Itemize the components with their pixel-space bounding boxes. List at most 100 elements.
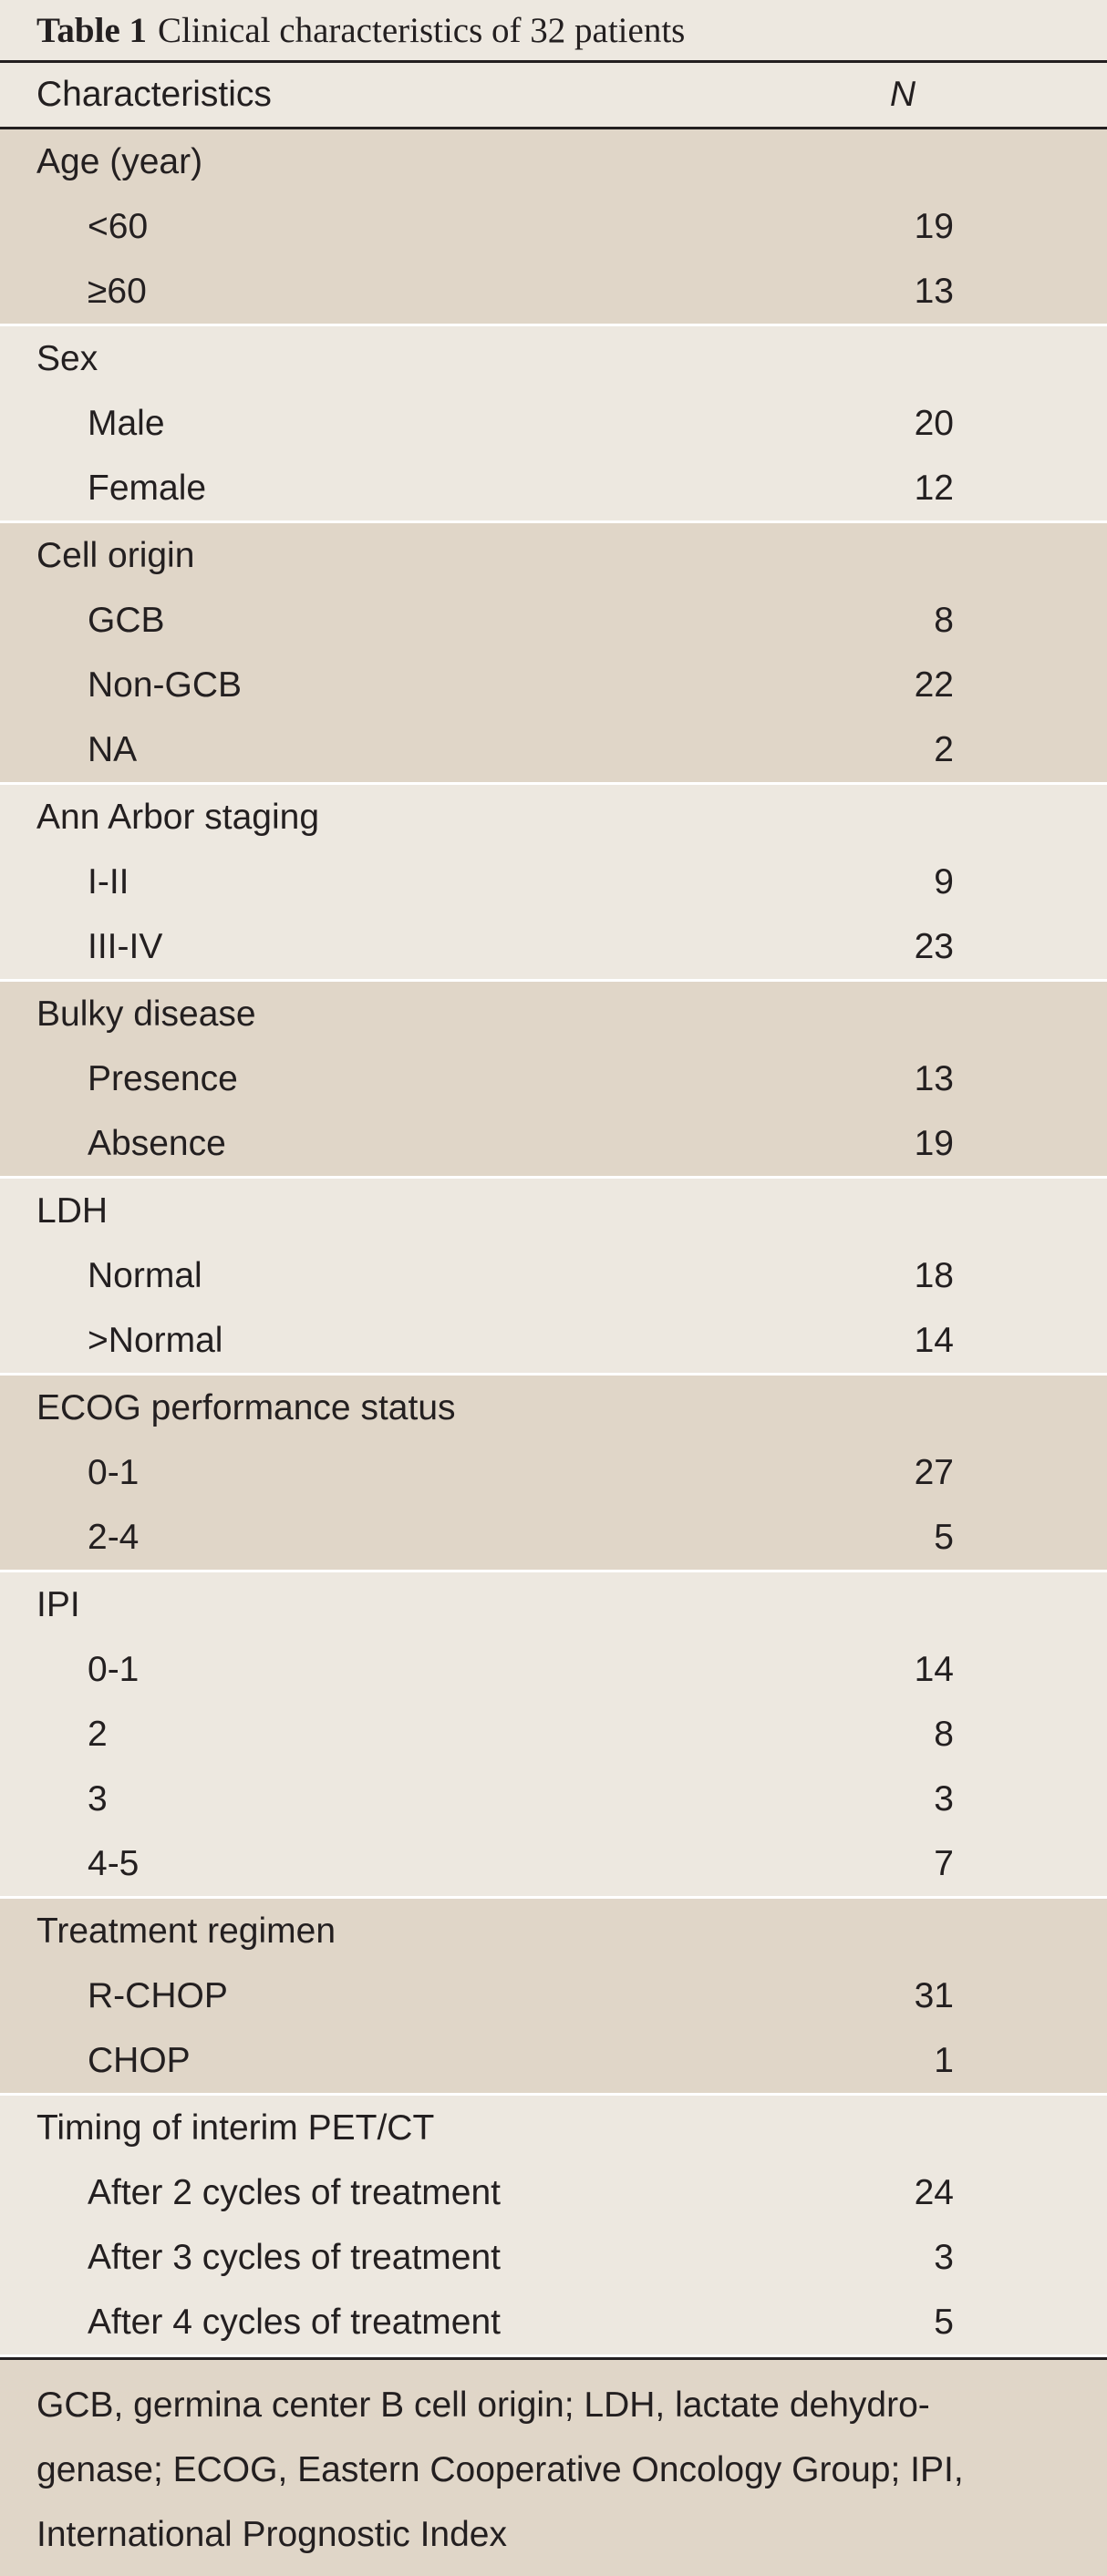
table-caption: Table 1 Clinical characteristics of 32 p… xyxy=(0,0,1107,60)
footnote-line: GCB, germina center B cell origin; LDH, … xyxy=(36,2385,930,2425)
table-row: <60 19 xyxy=(0,194,1107,259)
group-title: Sex xyxy=(36,338,98,378)
row-label: III-IV xyxy=(88,926,163,966)
header-characteristics: Characteristics xyxy=(36,75,272,114)
row-value: 3 xyxy=(934,2237,954,2277)
group-title-row: Timing of interim PET/CT xyxy=(0,2096,1107,2160)
group-title-row: Ann Arbor staging xyxy=(0,785,1107,850)
group-title-row: ECOG performance status xyxy=(0,1376,1107,1440)
group-title: Timing of interim PET/CT xyxy=(36,2107,435,2148)
row-value: 1 xyxy=(934,2040,954,2080)
table-group: LDH Normal 18 >Normal 14 xyxy=(0,1179,1107,1376)
group-title: Bulky disease xyxy=(36,994,256,1034)
table-row: Male 20 xyxy=(0,391,1107,456)
group-title-row: LDH xyxy=(0,1179,1107,1243)
row-label: Female xyxy=(88,468,207,508)
row-value: 22 xyxy=(914,665,954,705)
group-title: ECOG performance status xyxy=(36,1387,456,1427)
table-row: NA 2 xyxy=(0,717,1107,782)
row-label: 4-5 xyxy=(88,1843,140,1883)
table-group: Age (year) <60 19 ≥60 13 xyxy=(0,129,1107,326)
footnote-line: International Prognostic Index xyxy=(36,2515,507,2554)
row-value: 14 xyxy=(914,1649,954,1689)
row-label: NA xyxy=(88,729,138,769)
table-row: 4-5 7 xyxy=(0,1831,1107,1896)
row-label: GCB xyxy=(88,600,165,640)
row-value: 9 xyxy=(934,861,954,902)
row-label: After 2 cycles of treatment xyxy=(88,2172,502,2212)
row-label: 2-4 xyxy=(88,1517,140,1557)
group-title: Treatment regimen xyxy=(36,1911,336,1951)
row-value: 7 xyxy=(934,1843,954,1883)
table-row: 0-1 27 xyxy=(0,1440,1107,1505)
row-value: 5 xyxy=(934,1517,954,1557)
row-value: 14 xyxy=(914,1320,954,1360)
table-row: Normal 18 xyxy=(0,1243,1107,1308)
row-value: 18 xyxy=(914,1255,954,1295)
table-group: ECOG performance status 0-1 27 2-4 5 xyxy=(0,1376,1107,1572)
table-caption-text: Clinical characteristics of 32 patients xyxy=(158,10,686,50)
row-label: Normal xyxy=(88,1255,202,1295)
row-label: R-CHOP xyxy=(88,1975,228,2015)
table-row: After 4 cycles of treatment 5 xyxy=(0,2290,1107,2354)
row-label: ≥60 xyxy=(88,271,147,311)
row-label: 0-1 xyxy=(88,1452,140,1492)
group-title-row: Sex xyxy=(0,326,1107,391)
table-row: Presence 13 xyxy=(0,1046,1107,1111)
row-value: 12 xyxy=(914,468,954,508)
row-label: 0-1 xyxy=(88,1649,140,1689)
row-label: After 3 cycles of treatment xyxy=(88,2237,502,2277)
row-label: Non-GCB xyxy=(88,665,243,705)
row-label: Absence xyxy=(88,1123,226,1163)
row-value: 24 xyxy=(914,2172,954,2212)
table-row: GCB 8 xyxy=(0,588,1107,653)
table-row: >Normal 14 xyxy=(0,1308,1107,1373)
row-value: 23 xyxy=(914,926,954,966)
row-value: 3 xyxy=(934,1778,954,1819)
group-title: Ann Arbor staging xyxy=(36,797,320,837)
row-label: After 4 cycles of treatment xyxy=(88,2302,502,2342)
row-label: 3 xyxy=(88,1778,108,1819)
table-body: Age (year) <60 19 ≥60 13 Sex Male 20 Female 12 Cel… xyxy=(0,129,1107,2357)
group-title-row: Cell origin xyxy=(0,523,1107,588)
table-footnote: GCB, germina center B cell origin; LDH, … xyxy=(0,2357,1107,2576)
group-title-row: Bulky disease xyxy=(0,982,1107,1046)
row-value: 31 xyxy=(914,1975,954,2015)
row-value: 8 xyxy=(934,1714,954,1754)
group-title: LDH xyxy=(36,1190,109,1231)
table-row: Female 12 xyxy=(0,456,1107,520)
table-row: III-IV 23 xyxy=(0,914,1107,979)
table-row: I-II 9 xyxy=(0,850,1107,914)
table-row: Absence 19 xyxy=(0,1111,1107,1176)
header-n: N xyxy=(889,75,916,114)
table-row: After 3 cycles of treatment 3 xyxy=(0,2225,1107,2290)
table-group: Cell origin GCB 8 Non-GCB 22 NA 2 xyxy=(0,523,1107,785)
table-row: After 2 cycles of treatment 24 xyxy=(0,2160,1107,2225)
group-title-row: Treatment regimen xyxy=(0,1899,1107,1963)
row-value: 27 xyxy=(914,1452,954,1492)
table-row: 0-1 14 xyxy=(0,1637,1107,1702)
row-value: 19 xyxy=(914,206,954,246)
table-header: Characteristics N xyxy=(0,60,1107,129)
table-group: Timing of interim PET/CT After 2 cycles o… xyxy=(0,2096,1107,2357)
row-value: 5 xyxy=(934,2302,954,2342)
row-label: I-II xyxy=(88,861,129,902)
row-label: >Normal xyxy=(88,1320,223,1360)
row-value: 13 xyxy=(914,1058,954,1098)
row-value: 20 xyxy=(914,403,954,443)
group-title: Age (year) xyxy=(36,141,203,181)
row-label: 2 xyxy=(88,1714,108,1754)
row-label: Presence xyxy=(88,1058,238,1098)
row-value: 13 xyxy=(914,271,954,311)
table-group: Sex Male 20 Female 12 xyxy=(0,326,1107,523)
row-value: 8 xyxy=(934,600,954,640)
row-label: CHOP xyxy=(88,2040,191,2080)
table-group: Treatment regimen R-CHOP 31 CHOP 1 xyxy=(0,1899,1107,2096)
row-label: <60 xyxy=(88,206,149,246)
table-caption-label: Table 1 xyxy=(36,10,148,50)
table-row: CHOP 1 xyxy=(0,2028,1107,2093)
group-title-row: IPI xyxy=(0,1572,1107,1637)
